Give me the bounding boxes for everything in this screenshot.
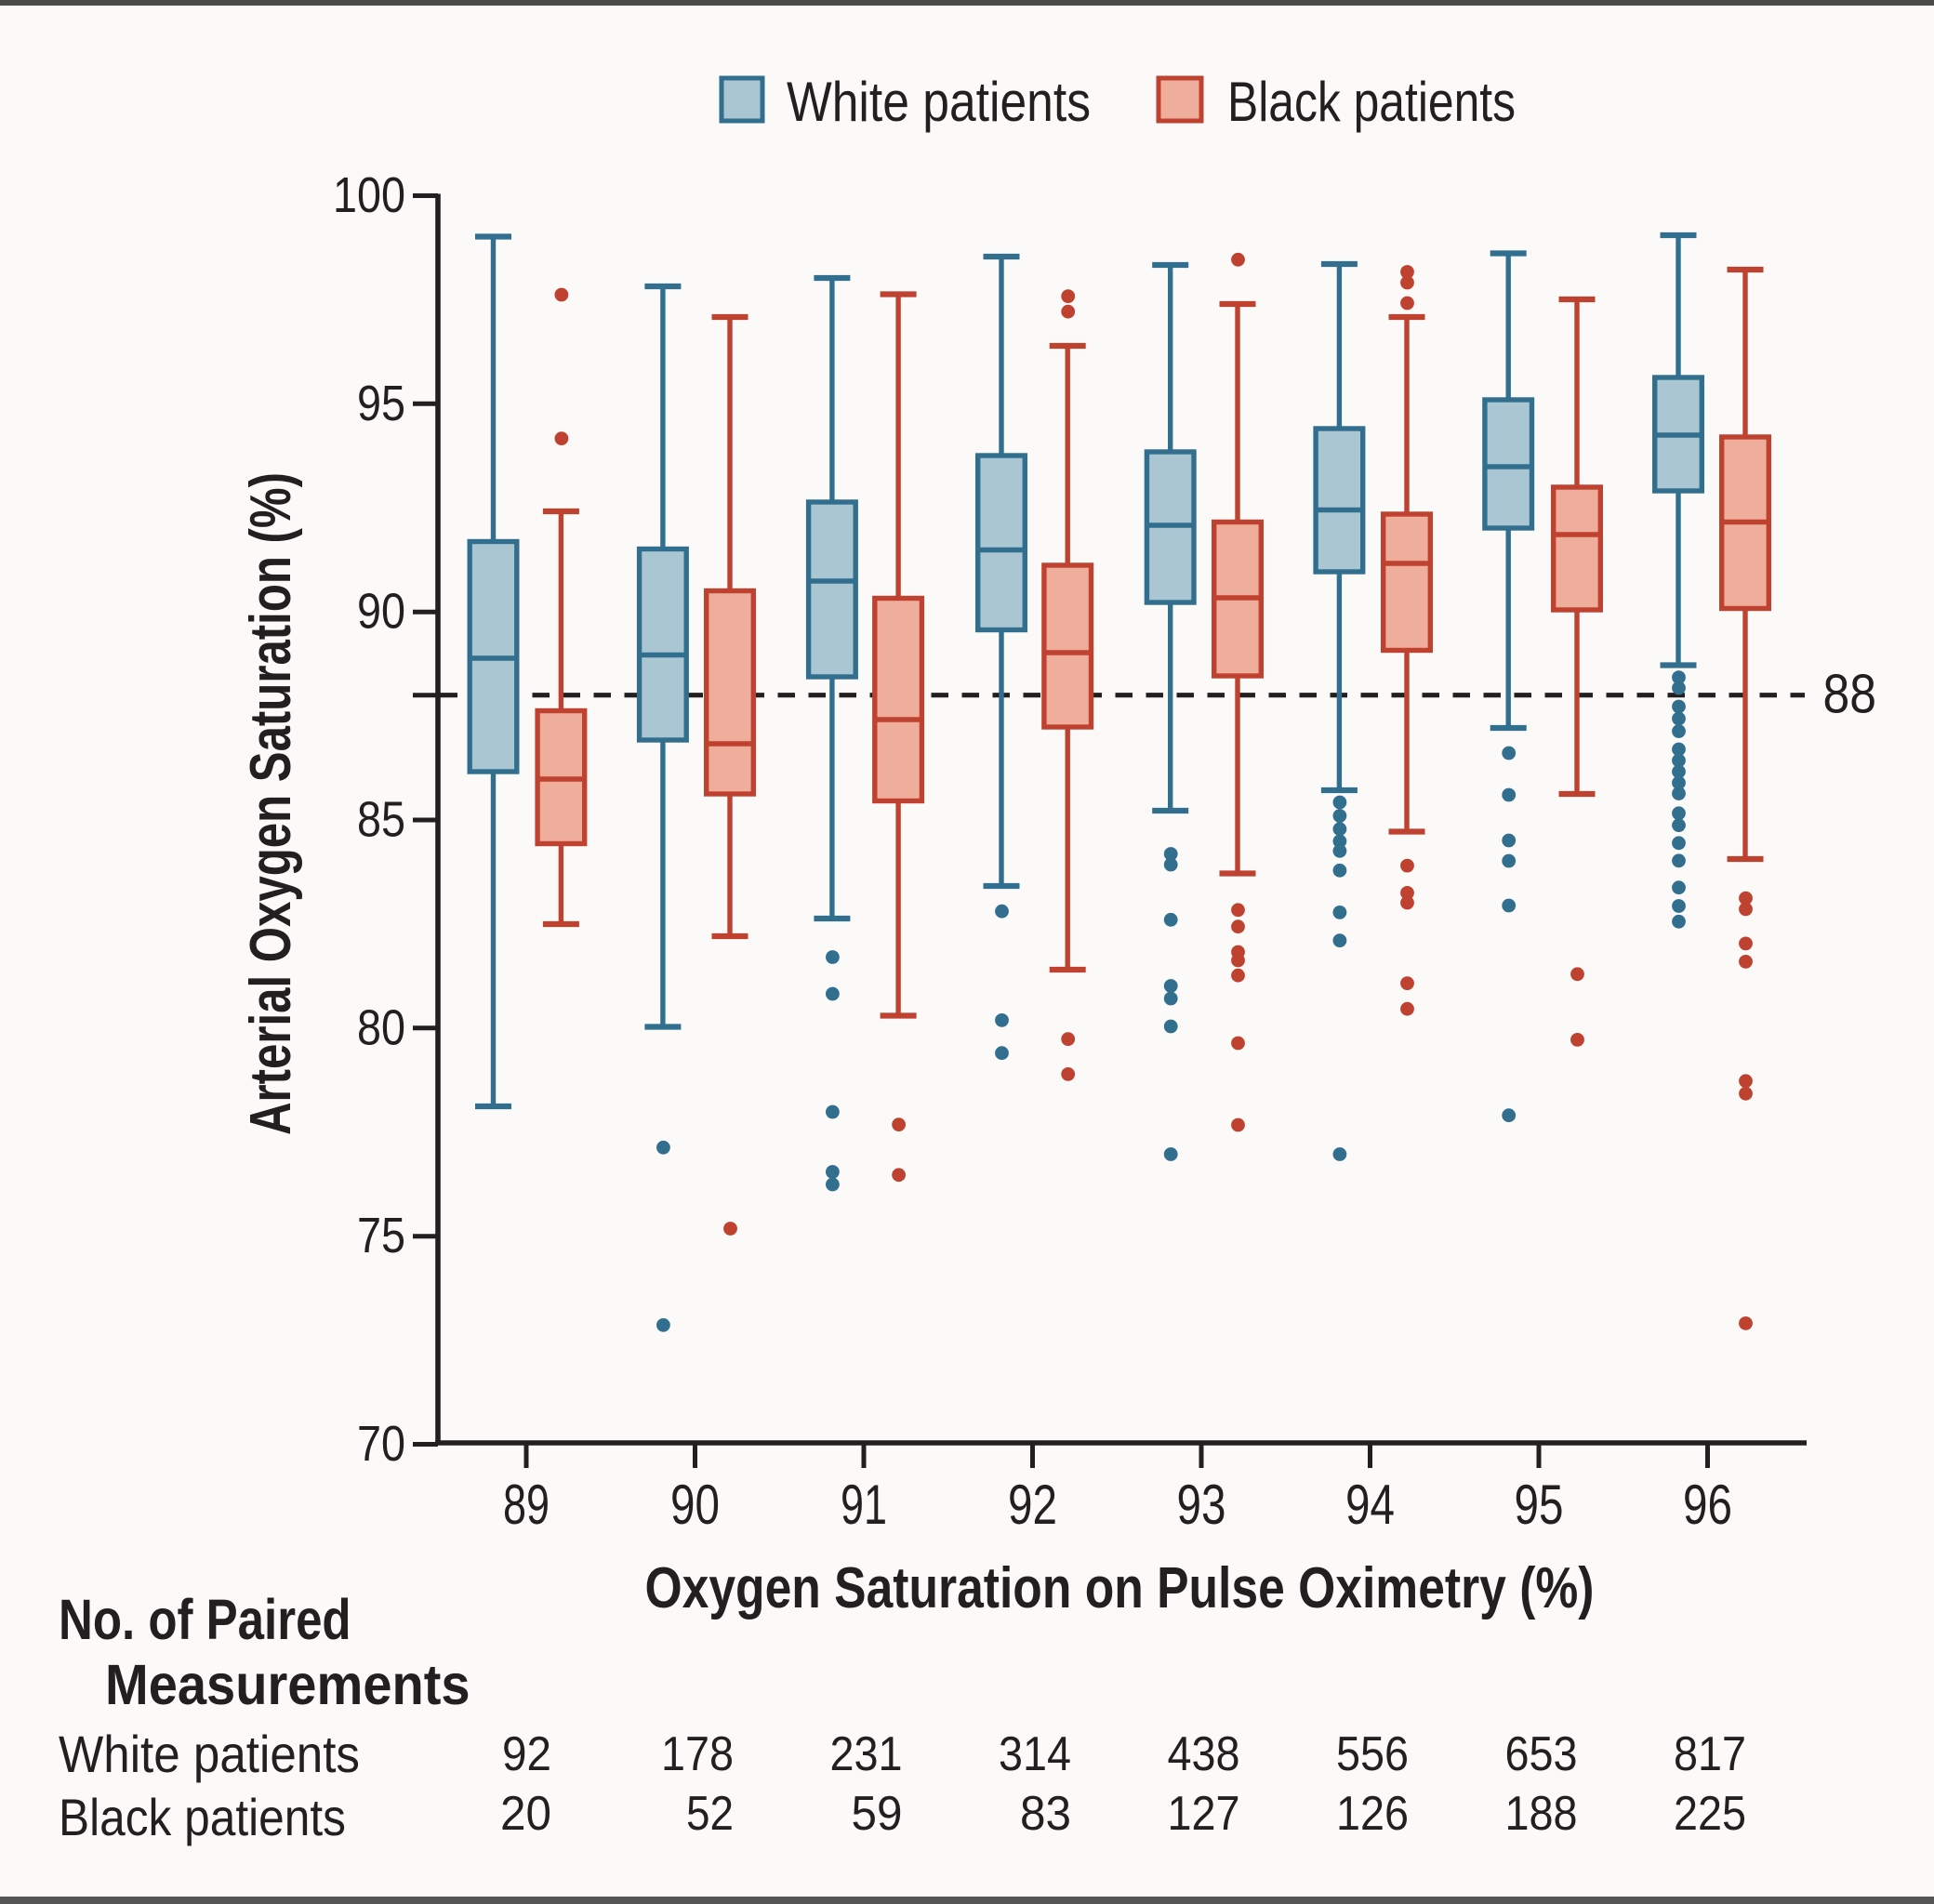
svg-text:Black patients: Black patients xyxy=(59,1789,346,1846)
svg-text:127: 127 xyxy=(1168,1787,1240,1841)
svg-text:556: 556 xyxy=(1336,1727,1409,1781)
svg-text:178: 178 xyxy=(661,1727,734,1781)
svg-text:91: 91 xyxy=(841,1474,887,1537)
svg-text:Black patients: Black patients xyxy=(1227,71,1516,133)
svg-text:314: 314 xyxy=(999,1727,1071,1781)
svg-text:89: 89 xyxy=(503,1474,550,1537)
svg-text:817: 817 xyxy=(1674,1727,1746,1781)
svg-text:Oxygen Saturation on Pulse Oxi: Oxygen Saturation on Pulse Oximetry (%) xyxy=(645,1556,1595,1621)
svg-text:90: 90 xyxy=(670,1474,720,1536)
svg-text:90: 90 xyxy=(357,583,405,640)
svg-text:95: 95 xyxy=(357,375,405,431)
svg-text:White patients: White patients xyxy=(59,1726,360,1784)
svg-text:No. of Paired: No. of Paired xyxy=(59,1588,351,1651)
svg-text:52: 52 xyxy=(686,1787,734,1840)
svg-text:126: 126 xyxy=(1336,1787,1409,1841)
svg-text:438: 438 xyxy=(1168,1727,1240,1781)
svg-text:70: 70 xyxy=(357,1415,405,1472)
svg-text:96: 96 xyxy=(1683,1474,1732,1536)
svg-text:188: 188 xyxy=(1505,1787,1578,1841)
svg-text:231: 231 xyxy=(829,1727,902,1781)
svg-text:100: 100 xyxy=(333,166,405,223)
svg-text:93: 93 xyxy=(1177,1474,1226,1536)
svg-text:White patients: White patients xyxy=(787,70,1091,133)
svg-text:Arterial Oxygen Saturation (%): Arterial Oxygen Saturation (%) xyxy=(237,472,302,1135)
svg-text:92: 92 xyxy=(502,1726,551,1780)
svg-text:85: 85 xyxy=(357,790,405,847)
svg-text:653: 653 xyxy=(1505,1727,1578,1781)
svg-text:20: 20 xyxy=(500,1786,551,1840)
svg-text:Measurements: Measurements xyxy=(105,1654,470,1717)
svg-text:94: 94 xyxy=(1345,1474,1395,1536)
svg-text:80: 80 xyxy=(357,998,405,1055)
svg-text:225: 225 xyxy=(1674,1787,1746,1841)
svg-text:92: 92 xyxy=(1008,1474,1057,1536)
svg-text:83: 83 xyxy=(1020,1786,1071,1840)
svg-text:88: 88 xyxy=(1822,664,1876,725)
svg-text:75: 75 xyxy=(357,1207,405,1263)
svg-text:95: 95 xyxy=(1515,1474,1564,1536)
svg-text:59: 59 xyxy=(851,1786,902,1840)
